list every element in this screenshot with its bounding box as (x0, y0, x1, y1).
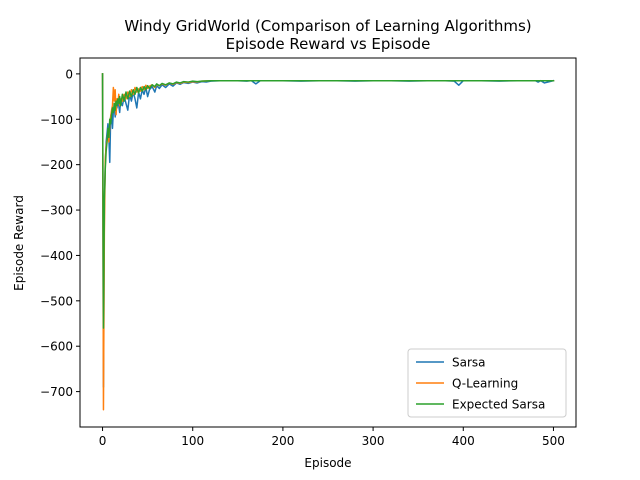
x-tick-label: 300 (362, 434, 385, 448)
x-tick-label: 200 (271, 434, 294, 448)
y-tick-label: −100 (40, 113, 73, 127)
plot-frame (79, 57, 577, 428)
chart-title: Windy GridWorld (Comparison of Learning … (124, 17, 531, 35)
y-axis-label: Episode Reward (12, 195, 26, 291)
x-tick-label: 500 (542, 434, 565, 448)
y-tick-label: −200 (40, 158, 73, 172)
y-tick-label: −300 (40, 204, 73, 218)
x-tick-label: 100 (181, 434, 204, 448)
x-axis-label: Episode (304, 456, 351, 470)
legend-label-0: Sarsa (452, 356, 486, 370)
y-tick-label: 0 (65, 67, 73, 81)
x-axis: 0 100 200 300 400 500 (99, 427, 565, 448)
legend: Sarsa Q-Learning Expected Sarsa (407, 348, 567, 418)
y-tick-label: −600 (40, 340, 73, 354)
legend-label-1: Q-Learning (452, 377, 518, 391)
y-tick-label: −500 (40, 294, 73, 308)
x-tick-label: 400 (452, 434, 475, 448)
x-tick-label: 0 (99, 434, 107, 448)
legend-label-2: Expected Sarsa (452, 398, 545, 412)
y-tick-label: −400 (40, 249, 73, 263)
series-line-2 (101, 73, 555, 329)
y-axis: 0 −100 −200 −300 −400 −500 −600 −700 (40, 67, 80, 399)
legend-box (407, 348, 567, 418)
plot-lines (101, 73, 555, 411)
y-tick-label: −700 (40, 385, 73, 399)
series-line-0 (101, 73, 555, 388)
chart-subtitle: Episode Reward vs Episode (226, 35, 431, 53)
